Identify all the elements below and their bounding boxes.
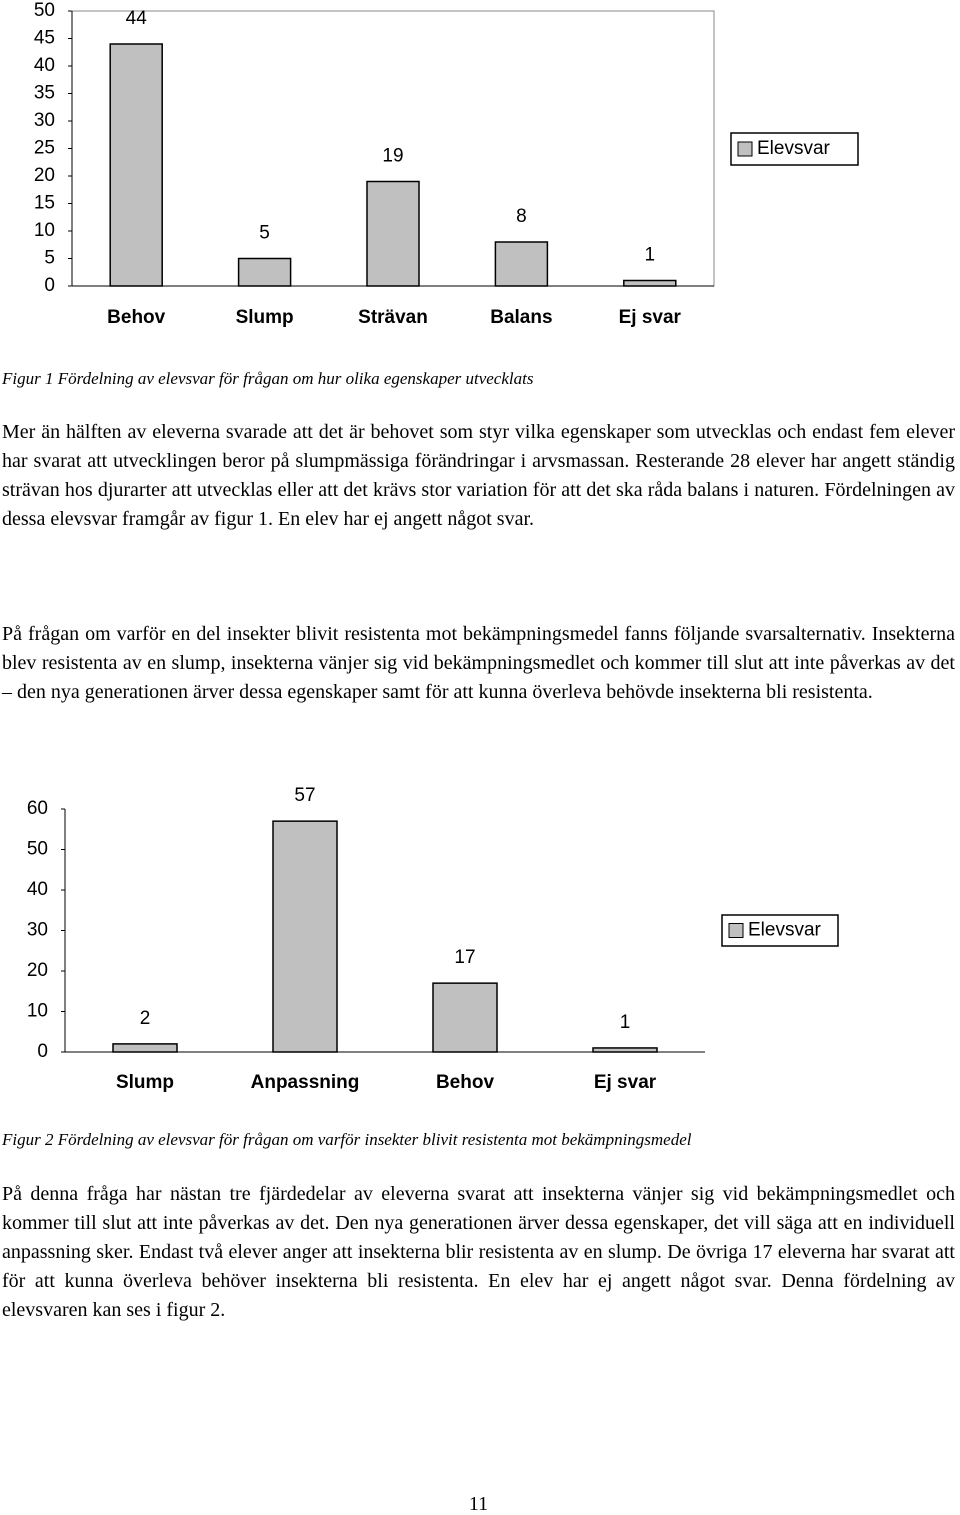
bar	[112, 1043, 178, 1053]
x-tick-label: Behov	[107, 307, 166, 328]
legend-swatch	[728, 923, 744, 938]
value-label: 5	[259, 223, 270, 244]
y-tick-label: 15	[34, 193, 55, 214]
y-tick-label: 30	[27, 920, 48, 941]
bar	[272, 820, 338, 1053]
value-label: 57	[294, 785, 315, 806]
y-tick-label: 30	[34, 110, 55, 131]
bar	[237, 257, 292, 287]
value-label: 2	[140, 1008, 151, 1029]
bar	[623, 279, 677, 287]
y-tick-label: 10	[34, 220, 55, 241]
bar	[109, 43, 163, 287]
y-tick-label: 35	[34, 83, 55, 104]
y-tick-label: 50	[27, 839, 48, 860]
y-tick-label: 45	[34, 28, 55, 49]
x-tick-label: Strävan	[358, 307, 428, 328]
legend-label: Elevsvar	[757, 138, 831, 159]
value-label: 8	[516, 206, 527, 227]
chart: 0 10 20 30 40 50 60 Slump Anpassning Behov Ej svar…	[27, 785, 839, 1093]
value-label: 19	[382, 146, 403, 167]
bar	[494, 241, 549, 287]
x-tick-label: Ej svar	[594, 1072, 657, 1093]
y-tick-label: 5	[44, 248, 55, 269]
y-tick-label: 0	[44, 275, 55, 296]
value-label: 1	[645, 245, 656, 266]
paragraph: På frågan om varför en del insekter bliv…	[2, 623, 955, 703]
bar	[366, 180, 420, 287]
x-tick-label: Ej svar	[619, 307, 682, 328]
y-tick-label: 0	[37, 1041, 48, 1062]
x-tick-label: Balans	[490, 307, 552, 328]
y-tick-label: 20	[34, 165, 55, 186]
x-tick-label: Slump	[236, 307, 294, 328]
value-label: 1	[620, 1012, 631, 1033]
caption: Figur 1 Fördelning av elevsvar för fråga…	[2, 369, 534, 388]
bar	[432, 982, 498, 1053]
y-tick-label: 20	[27, 960, 48, 981]
y-tick-label: 50	[34, 0, 55, 21]
y-tick-label: 40	[34, 55, 55, 76]
paragraph: Mer än hälften av eleverna svarade att d…	[2, 421, 955, 530]
y-tick-label: 40	[27, 879, 48, 900]
y-tick-label: 60	[27, 798, 48, 819]
caption: Figur 2 Fördelning av elevsvar för fråga…	[2, 1130, 692, 1149]
paragraph: På denna fråga har nästan tre fjärdedela…	[2, 1183, 955, 1321]
value-label: 44	[126, 8, 148, 29]
value-label: 17	[454, 947, 475, 968]
y-tick-label: 25	[34, 138, 55, 159]
x-tick-label: Anpassning	[251, 1072, 360, 1093]
page-number: 11	[468, 1493, 489, 1515]
legend-label: Elevsvar	[748, 920, 822, 941]
legend-swatch	[737, 141, 753, 157]
x-tick-label: Slump	[116, 1072, 174, 1093]
x-tick-label: Behov	[436, 1072, 495, 1093]
y-tick-label: 10	[27, 1001, 48, 1022]
bar	[592, 1047, 658, 1053]
